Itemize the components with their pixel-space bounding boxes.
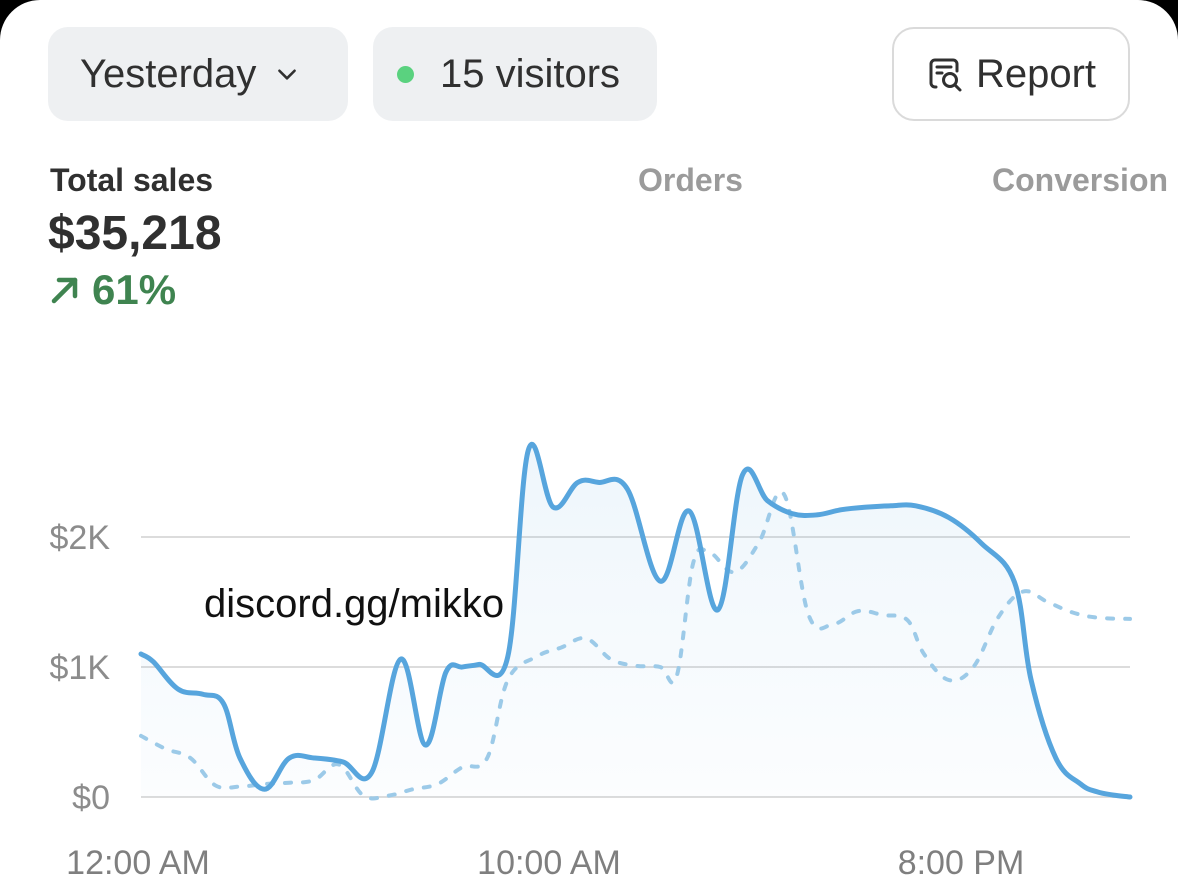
y-tick-label: $1K: [50, 649, 111, 687]
change-percent: 61%: [92, 266, 177, 313]
y-tick-label: $0: [72, 779, 110, 817]
total-sales-value: $35,218: [48, 207, 222, 260]
date-filter-label: Yesterday: [80, 51, 257, 96]
chevron-down-icon: [278, 69, 297, 80]
date-filter-dropdown[interactable]: Yesterday: [48, 27, 348, 121]
report-button-label: Report: [975, 51, 1097, 96]
x-tick-label: 12:00 AM: [66, 844, 210, 882]
live-visitors-badge[interactable]: 15 visitors: [373, 27, 657, 121]
tab-orders[interactable]: Orders: [638, 162, 743, 198]
y-tick-label: $2K: [50, 519, 111, 557]
sales-chart: $0 $1K $2K 12:00 AM 10:00 AM 8:00 PM: [50, 442, 1133, 882]
report-button[interactable]: Report: [892, 27, 1130, 121]
watermark-text: discord.gg/mikko: [204, 582, 505, 626]
tab-conversion[interactable]: Conversion: [992, 162, 1169, 198]
x-tick-label: 10:00 AM: [477, 844, 621, 882]
comparison-series-line: [139, 489, 1132, 801]
live-status-dot: [397, 65, 414, 83]
x-tick-label: 8:00 PM: [898, 844, 1025, 882]
sales-series-line: [138, 442, 1133, 800]
total-sales-change: 61%: [48, 266, 176, 314]
visitors-count: 15 visitors: [440, 51, 621, 96]
arrow-up-right-icon: [51, 277, 78, 304]
tab-total-sales[interactable]: Total sales: [50, 162, 214, 198]
report-search-icon: [929, 58, 962, 92]
